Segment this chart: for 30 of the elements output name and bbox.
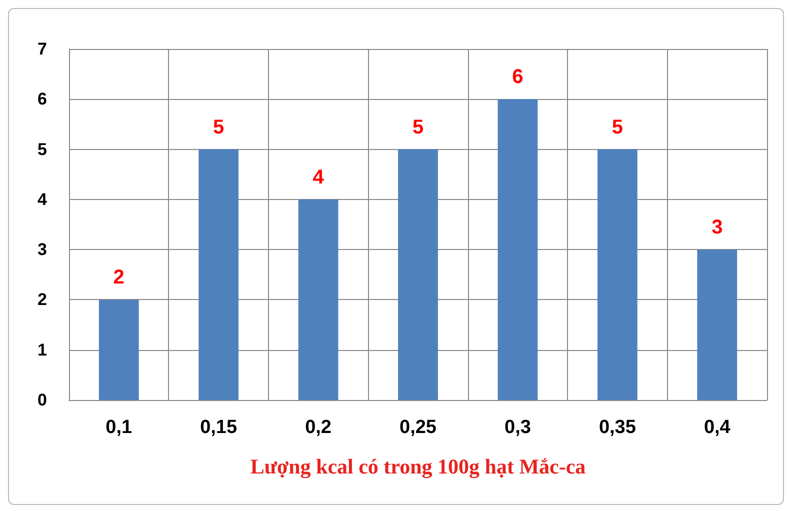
data-label: 4 xyxy=(312,166,325,188)
y-tick-label: 1 xyxy=(38,340,47,360)
y-tick-label: 4 xyxy=(38,190,48,209)
y-tick-label: 7 xyxy=(38,40,47,58)
bar xyxy=(597,149,638,400)
bar xyxy=(498,99,538,400)
data-label: 5 xyxy=(213,116,224,138)
x-tick-label: 0,25 xyxy=(400,417,437,438)
bar xyxy=(697,250,738,400)
y-tick-label: 5 xyxy=(38,140,47,159)
bar xyxy=(98,300,139,400)
x-tick-label: 0,3 xyxy=(504,417,531,438)
y-tick-label: 2 xyxy=(38,290,47,310)
y-tick-label: 3 xyxy=(38,240,47,260)
bar xyxy=(398,149,438,400)
y-tick-label: 6 xyxy=(38,90,47,109)
x-tick-label: 0,4 xyxy=(704,417,731,438)
x-tick-label: 0,35 xyxy=(598,417,636,438)
data-label: 5 xyxy=(412,116,424,138)
x-tick-label: 0,1 xyxy=(106,417,132,438)
data-label: 6 xyxy=(512,66,524,88)
x-tick-label: 0,2 xyxy=(305,417,332,438)
bar xyxy=(198,149,239,400)
data-label: 5 xyxy=(612,116,623,138)
y-tick-label: 0 xyxy=(38,390,47,410)
bar xyxy=(298,199,338,400)
x-axis-title: Lượng kcal có trong 100g hạt Mắc-ca xyxy=(250,454,586,478)
data-label: 2 xyxy=(113,266,124,289)
x-tick-label: 0,15 xyxy=(200,417,238,438)
data-label: 3 xyxy=(712,216,723,239)
